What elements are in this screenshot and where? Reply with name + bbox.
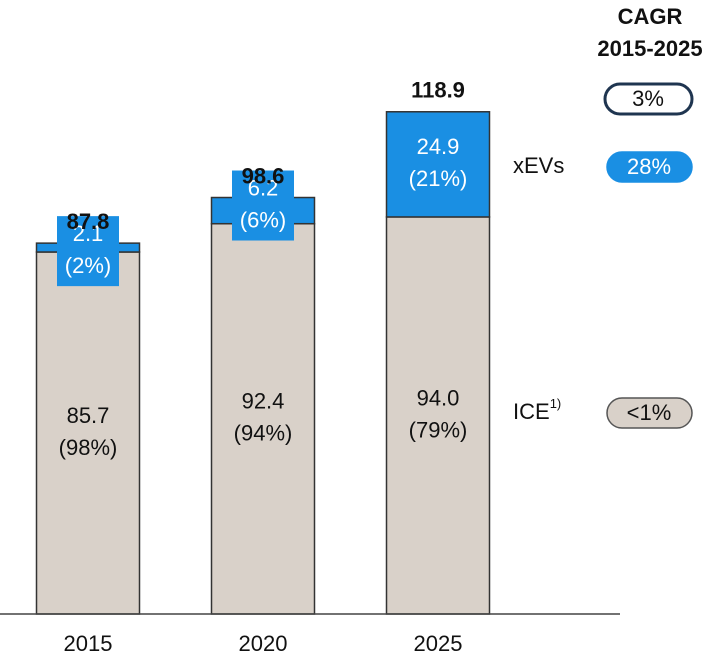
bar-segment <box>35 251 141 615</box>
series-note: 1) <box>550 396 562 411</box>
cagr-total: 3% <box>632 86 664 111</box>
legend-label: xEVs <box>513 153 564 178</box>
value-label: 94.0 <box>417 385 460 410</box>
bar-segment <box>385 216 491 615</box>
bar-segment <box>385 111 491 218</box>
share-label: (79%) <box>409 417 468 442</box>
cagr-label: 28% <box>627 154 671 179</box>
value-label: 85.7 <box>67 403 110 428</box>
total-label: 98.6 <box>242 163 285 188</box>
legend-label: ICE1) <box>513 396 561 423</box>
value-label: 24.9 <box>417 134 460 159</box>
series-name: xEVs <box>513 153 564 178</box>
bar-segment <box>210 222 316 615</box>
label-box <box>57 216 119 287</box>
cagr-title: 2015-2025 <box>597 36 702 61</box>
x-tick-label: 2025 <box>414 631 463 656</box>
share-label: (6%) <box>240 207 286 232</box>
total-label: 87.8 <box>67 209 110 234</box>
total-label: 118.9 <box>411 78 465 103</box>
share-label: (21%) <box>409 166 468 191</box>
value-label: 92.4 <box>242 389 285 414</box>
share-label: (2%) <box>65 253 111 278</box>
value-label: 2.1 <box>73 221 104 246</box>
share-label: (98%) <box>59 435 118 460</box>
cagr-pill <box>606 151 693 183</box>
cagr-title: CAGR <box>618 4 683 29</box>
x-tick-label: 2020 <box>239 631 288 656</box>
share-label: (94%) <box>234 421 293 446</box>
cagr-pill <box>606 397 693 429</box>
cagr-pill <box>603 82 694 116</box>
label-box <box>232 170 294 241</box>
cagr-label: <1% <box>627 400 672 425</box>
series-name: ICE <box>513 399 550 424</box>
x-tick-label: 2015 <box>64 631 113 656</box>
value-label: 6.2 <box>248 175 279 200</box>
